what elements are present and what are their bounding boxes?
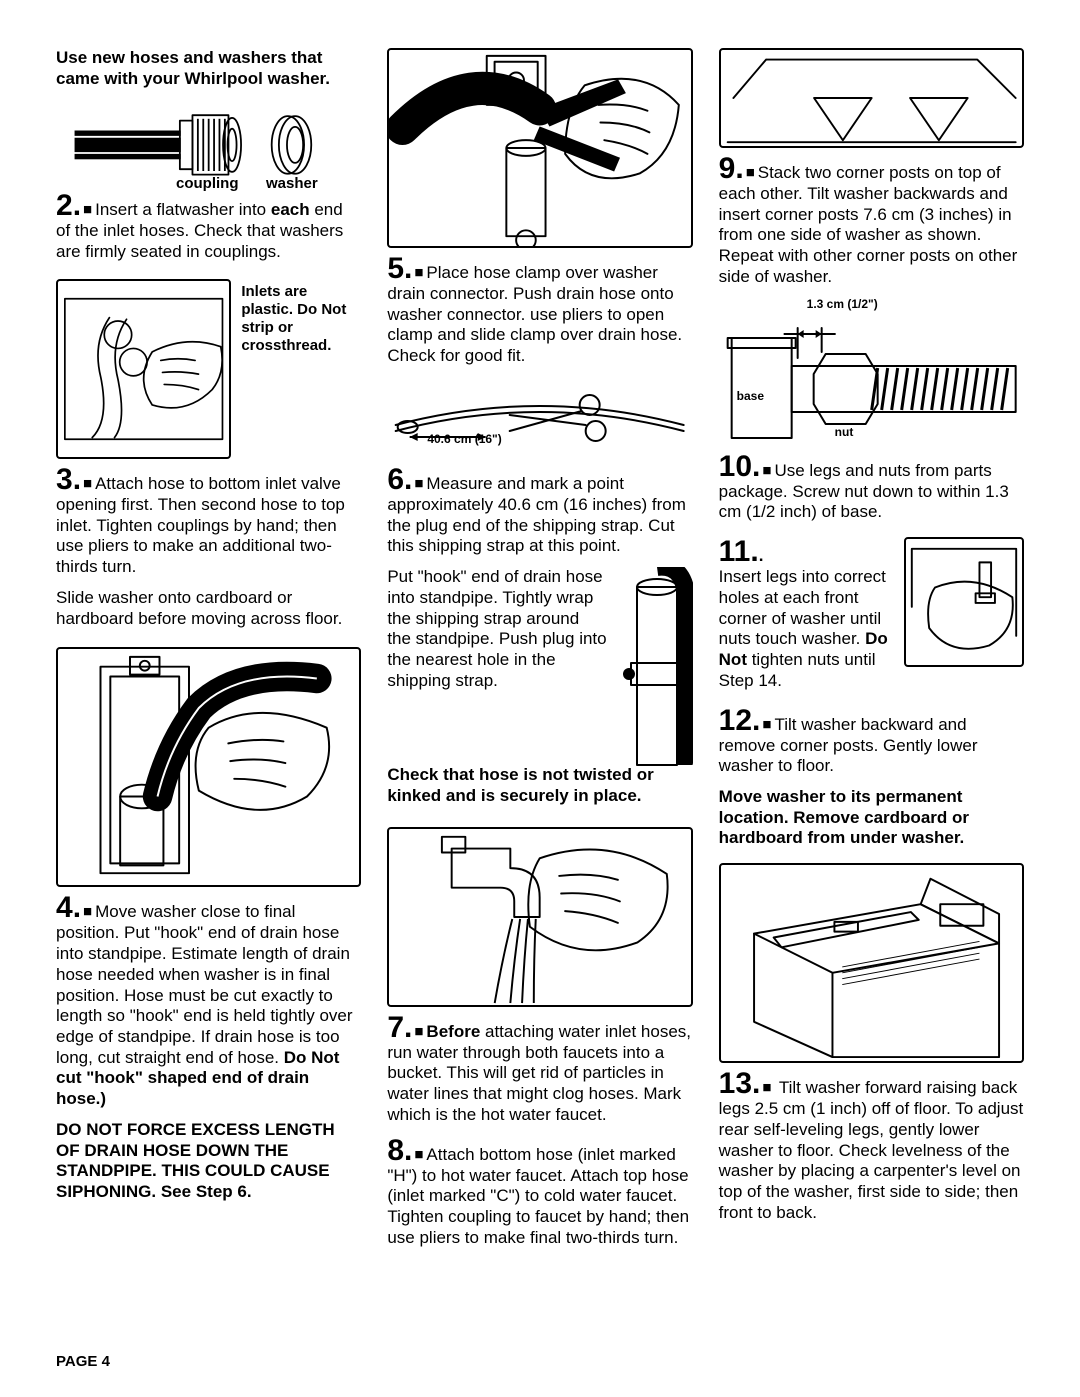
- step10-bullet: ■: [760, 462, 774, 479]
- step5-text: Place hose clamp over washer drain conne…: [387, 263, 682, 365]
- step7-num: 7: [387, 1011, 412, 1044]
- step5-bullet: ■: [412, 264, 426, 281]
- step13-num: 13: [719, 1067, 761, 1100]
- step6-row: Put "hook" end of drain hose into standp…: [387, 567, 692, 767]
- figure-leveling-leg: 1.3 cm (1/2") base nut: [719, 298, 1024, 448]
- leveling-leg-svg: [719, 298, 1024, 448]
- inlets-warning: Inlets are plastic. Do Not strip or cros…: [241, 279, 361, 459]
- step4-para: 4■Move washer close to final position. P…: [56, 893, 361, 1110]
- three-column-layout: Use new hoses and washers that came with…: [56, 48, 1024, 1258]
- step3-num: 3: [56, 463, 81, 496]
- washer-level-svg: [721, 865, 1022, 1061]
- step7-bullet: ■: [412, 1023, 426, 1040]
- leg-nut-label: nut: [835, 426, 854, 439]
- step9-text: Stack two corner posts on top of each ot…: [719, 163, 1018, 286]
- figure-insert-leg: [904, 537, 1024, 667]
- figure-standpipe: [56, 647, 361, 887]
- step12-bold: Move washer to its permanent location. R…: [719, 787, 1024, 849]
- figure-hose-clamp: [387, 48, 692, 248]
- step6-bold: Check that hose is not twisted or kinked…: [387, 765, 692, 806]
- step3-slide: Slide washer onto cardboard or hardboard…: [56, 588, 361, 629]
- step7-before: Before: [426, 1022, 480, 1041]
- step10-para: 10■Use legs and nuts from parts package.…: [719, 452, 1024, 523]
- step13-text: Tilt washer forward raising back legs 2.…: [719, 1078, 1024, 1222]
- step3-bullet: ■: [81, 475, 95, 492]
- label-washer: washer: [266, 175, 318, 193]
- step6-para-a: 6■Measure and mark a point approximately…: [387, 465, 692, 557]
- step8-text: Attach bottom hose (inlet marked "H") to…: [387, 1145, 689, 1247]
- step2-each: each: [271, 200, 310, 219]
- standpipe-svg: [58, 649, 359, 885]
- step4-text-a: Move washer close to final position. Put…: [56, 902, 353, 1066]
- faucet-svg: [389, 829, 690, 1005]
- scissors-svg: [387, 381, 692, 461]
- step6-text-a: Measure and mark a point approximately 4…: [387, 474, 686, 555]
- hose-clamp-svg: [389, 50, 690, 246]
- figure-coupling-washer: coupling washer: [56, 99, 361, 189]
- step10-num: 10: [719, 450, 761, 483]
- step6-text-b: Put "hook" end of drain hose into standp…: [387, 567, 606, 757]
- step12-num: 12: [719, 704, 761, 737]
- attach-hoses-svg: [58, 281, 229, 457]
- page-number: PAGE 4: [56, 1353, 110, 1371]
- figure-standpipe-small: [615, 567, 693, 767]
- step2-para: 2■Insert a flatwasher into each end of t…: [56, 191, 361, 262]
- step3-text: Attach hose to bottom inlet valve openin…: [56, 474, 345, 576]
- step11-para: Insert legs into correct holes at each f…: [719, 567, 896, 691]
- step11-row: 11. Insert legs into correct holes at ea…: [719, 537, 1024, 691]
- step12-para: 12■Tilt washer backward and remove corne…: [719, 706, 1024, 777]
- step4-num: 4: [56, 891, 81, 924]
- step7-para: 7■Before attaching water inlet hoses, ru…: [387, 1013, 692, 1126]
- step6-num: 6: [387, 463, 412, 496]
- step8-bullet: ■: [412, 1146, 426, 1163]
- step5-para: 5■Place hose clamp over washer drain con…: [387, 254, 692, 367]
- column-3: 9■Stack two corner posts on top of each …: [719, 48, 1024, 1258]
- figure-corner-posts: [719, 48, 1024, 148]
- step8-num: 8: [387, 1134, 412, 1167]
- step2-bullet: ■: [81, 201, 95, 218]
- step2-text-a: Insert a flatwasher into: [95, 200, 271, 219]
- step11-num: 11: [719, 535, 759, 568]
- step4-warn: DO NOT FORCE EXCESS LENGTH OF DRAIN HOSE…: [56, 1120, 361, 1203]
- column-1: Use new hoses and washers that came with…: [56, 48, 361, 1258]
- step11-text-a: Insert legs into correct holes at each f…: [719, 567, 886, 648]
- step9-num: 9: [719, 152, 744, 185]
- figure-faucet: [387, 827, 692, 1007]
- step5-num: 5: [387, 252, 412, 285]
- figure-attach-hoses-wrap: Inlets are plastic. Do Not strip or cros…: [56, 279, 361, 459]
- step13-para: 13■ Tilt washer forward raising back leg…: [719, 1069, 1024, 1223]
- step13-bullet: ■: [760, 1079, 774, 1096]
- insert-leg-svg: [906, 539, 1022, 665]
- column-2: 5■Place hose clamp over washer drain con…: [387, 48, 692, 1258]
- figure-scissors: 40.6 cm (16"): [387, 381, 692, 461]
- corner-posts-svg: [721, 50, 1022, 146]
- step2-num: 2: [56, 189, 81, 222]
- leg-dim-label: 1.3 cm (1/2"): [807, 298, 878, 311]
- step11-heading: 11.: [719, 537, 896, 567]
- label-coupling: coupling: [176, 175, 239, 193]
- standpipe-small-svg: [615, 567, 693, 767]
- step4-bullet: ■: [81, 903, 95, 920]
- step6-bullet: ■: [412, 475, 426, 492]
- step9-para: 9■Stack two corner posts on top of each …: [719, 154, 1024, 288]
- intro-bold: Use new hoses and washers that came with…: [56, 48, 361, 89]
- step8-para: 8■Attach bottom hose (inlet marked "H") …: [387, 1136, 692, 1249]
- figure-attach-hoses: [56, 279, 231, 459]
- step9-bullet: ■: [744, 164, 758, 181]
- figure-washer-level: [719, 863, 1024, 1063]
- leg-base-label: base: [737, 390, 764, 403]
- step12-bullet: ■: [760, 716, 774, 733]
- scissors-dim-label: 40.6 cm (16"): [427, 433, 501, 446]
- step3-para: 3■Attach hose to bottom inlet valve open…: [56, 465, 361, 578]
